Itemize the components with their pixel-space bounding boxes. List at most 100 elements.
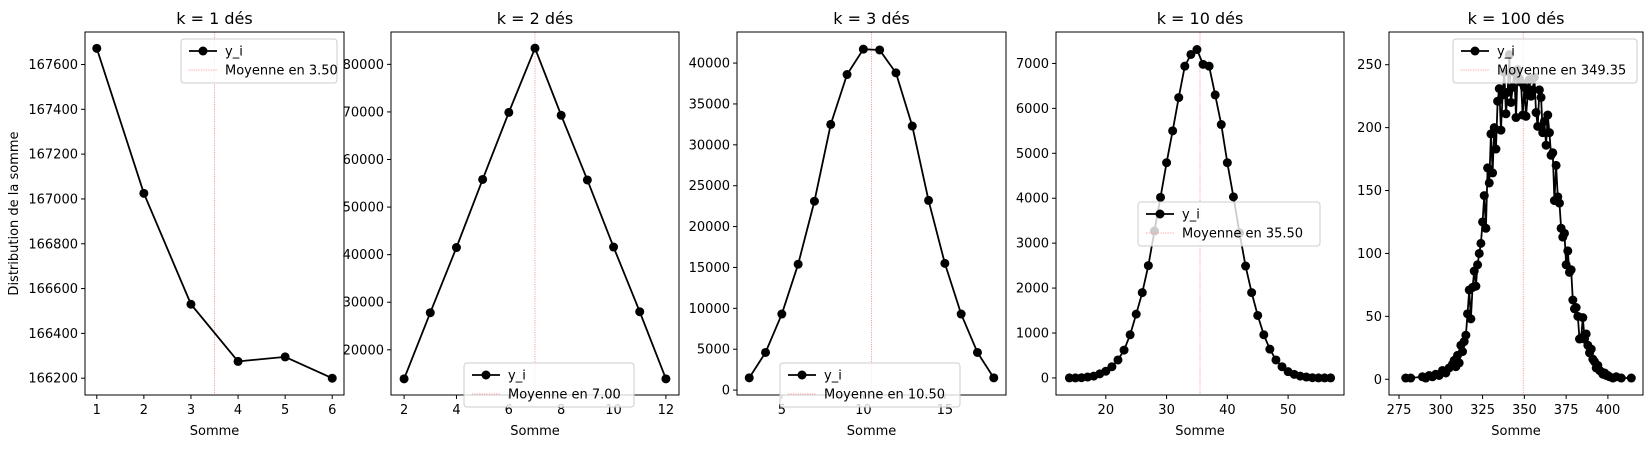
data-point: [777, 309, 787, 319]
y-tick-label: 3000: [1016, 237, 1049, 252]
legend-box: [1137, 201, 1321, 247]
data-point: [530, 43, 540, 53]
data-point: [1479, 191, 1489, 201]
data-point: [1461, 330, 1471, 340]
data-point: [1125, 330, 1135, 340]
x-axis-label: Somme: [847, 424, 897, 439]
data-point: [1131, 309, 1141, 319]
x-tick-label: 350: [1512, 403, 1537, 418]
x-axis-label: Somme: [1491, 424, 1541, 439]
data-point: [1544, 128, 1554, 138]
y-tick-label: 30000: [689, 138, 730, 153]
y-tick-label: 250: [1357, 58, 1382, 73]
legend-label: Moyenne en 35.50: [1182, 227, 1303, 242]
series-line-y_i: [1405, 54, 1632, 380]
axes-frame: [1388, 31, 1644, 396]
legend-box: [1452, 38, 1638, 84]
data-point: [1253, 310, 1263, 320]
data-point: [1521, 111, 1531, 121]
data-point: [1506, 97, 1516, 107]
data-point: [924, 195, 934, 205]
data-point: [744, 373, 754, 383]
data-point: [1568, 295, 1578, 305]
y-tick-label: 167600: [28, 58, 78, 73]
axes-frame: [1055, 31, 1345, 396]
y-tick-label: 7000: [1016, 57, 1049, 72]
data-point: [504, 107, 514, 117]
data-point: [1551, 160, 1561, 170]
data-point: [1538, 128, 1548, 138]
data-point: [1473, 260, 1483, 270]
x-tick-label: 4: [452, 403, 460, 418]
data-point: [1168, 126, 1178, 136]
axes-frame: [736, 31, 1007, 396]
legend-label: Moyenne en 7.00: [508, 388, 621, 403]
y-tick-label: 167000: [28, 192, 78, 207]
y-tick-label: 50: [1365, 310, 1382, 325]
data-point: [1156, 192, 1166, 202]
data-point: [1113, 355, 1123, 365]
y-tick-label: 10000: [689, 302, 730, 317]
data-point: [1162, 158, 1172, 168]
data-point: [1533, 121, 1543, 131]
data-point: [1476, 238, 1486, 248]
subplot-4: k = 10 dés 20 30 40 50 0 1000 2000 3000 4000 5000 6…: [1016, 9, 1345, 439]
y-tick-label: 5000: [1016, 147, 1049, 162]
data-point: [635, 307, 645, 317]
y-tick-label: 200: [1357, 121, 1382, 136]
x-tick-label: 300: [1428, 403, 1453, 418]
y-tick-label: 166400: [28, 327, 78, 342]
legend: y_i Moyenne en 349.35: [1452, 38, 1638, 84]
x-tick-label: 30: [1158, 403, 1175, 418]
data-point: [1586, 344, 1596, 354]
data-point: [1466, 314, 1476, 324]
data-point: [1204, 61, 1214, 71]
y-tick-label: 25000: [689, 179, 730, 194]
data-point: [875, 45, 885, 55]
data-point: [1496, 125, 1506, 135]
data-point: [1271, 355, 1281, 365]
data-point: [1578, 313, 1588, 323]
y-axis-label: Distribution de la somme: [7, 131, 22, 295]
x-tick-label: 50: [1280, 403, 1297, 418]
data-point: [1265, 344, 1275, 354]
y-tick-label: 20000: [343, 343, 384, 358]
data-point: [1528, 85, 1538, 95]
legend-label: Moyenne en 349.35: [1497, 64, 1626, 79]
x-tick-label: 325: [1470, 403, 1495, 418]
data-point: [1581, 329, 1591, 339]
y-tick-label: 4000: [1016, 192, 1049, 207]
data-point: [1534, 85, 1544, 95]
x-axis-label: Somme: [190, 424, 240, 439]
y-tick-label: 0: [722, 384, 730, 399]
data-point: [940, 258, 950, 268]
legend-box: [463, 362, 635, 408]
axes-frame: [390, 31, 680, 396]
y-tick-label: 0: [1374, 373, 1382, 388]
data-point: [280, 352, 290, 362]
subplot-title: k = 2 dés: [497, 9, 573, 28]
data-point: [907, 121, 917, 131]
data-point: [956, 309, 966, 319]
y-tick-label: 6000: [1016, 102, 1049, 117]
data-point: [1543, 110, 1553, 120]
data-point: [761, 347, 771, 357]
data-point: [1259, 330, 1269, 340]
data-point: [451, 243, 461, 253]
data-point: [92, 43, 102, 53]
data-point: [1210, 90, 1220, 100]
data-point: [233, 356, 243, 366]
y-tick-label: 15000: [689, 261, 730, 276]
data-point: [661, 374, 671, 384]
y-tick-label: 0: [1041, 371, 1049, 386]
x-tick-label: 2: [400, 403, 408, 418]
y-tick-label: 20000: [689, 220, 730, 235]
data-point: [1228, 192, 1238, 202]
data-point: [826, 119, 836, 129]
legend: y_i Moyenne en 7.00: [463, 362, 635, 408]
y-tick-label: 40000: [343, 248, 384, 263]
data-point: [1107, 362, 1117, 372]
data-point: [1174, 93, 1184, 103]
data-point: [556, 110, 566, 120]
series-line-y_i: [95, 48, 333, 380]
